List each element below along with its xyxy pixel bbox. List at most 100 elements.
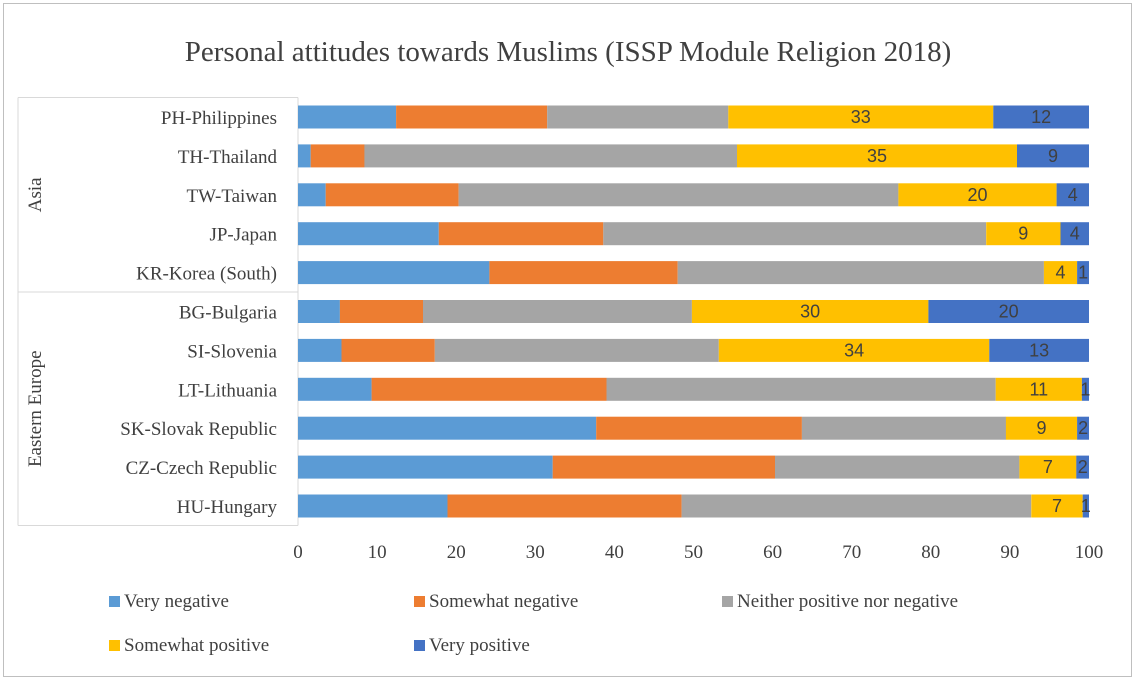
chart-frame: Personal attitudes towards Muslims (ISSP… [3,3,1132,677]
bar-neither-positive-nor-negative-ph-philippines [547,105,729,129]
bar-somewhat-positive-kr-korea-south [1043,261,1078,285]
data-label-somewhat-positive-th-thailand: 35 [867,146,887,166]
x-tick-label-0: 0 [293,542,303,563]
bar-somewhat-positive-sk-slovak-republic [1005,416,1078,440]
data-label-somewhat-positive-hu-hungary: 7 [1052,496,1062,516]
bar-somewhat-positive-lt-lithuania [995,377,1082,401]
bar-somewhat-negative-lt-lithuania [371,377,607,401]
bar-neither-positive-nor-negative-th-thailand [364,144,737,168]
legend-swatch-somewhat-positive [109,640,120,651]
chart-title: Personal attitudes towards Muslims (ISSP… [185,36,952,68]
bar-very-negative-cz-czech-republic [298,455,553,479]
data-label-very-positive-kr-korea-south: 1 [1078,263,1088,283]
bar-somewhat-positive-bg-bulgaria [691,300,929,323]
bar-neither-positive-nor-negative-lt-lithuania [606,377,996,401]
legend-swatch-very-negative [109,596,120,607]
bar-very-positive-ph-philippines [993,105,1089,129]
legend-label-very-negative: Very negative [124,591,229,612]
bar-very-negative-jp-japan [298,222,439,246]
bar-very-positive-th-thailand [1017,144,1089,168]
category-label-bg-bulgaria: BG-Bulgaria [179,303,278,324]
bar-very-negative-si-slovenia [298,338,342,362]
legend-label-somewhat-positive: Somewhat positive [124,635,269,656]
bar-very-positive-sk-slovak-republic [1077,416,1089,440]
bar-somewhat-positive-jp-japan [986,222,1061,246]
category-label-th-thailand: TH-Thailand [178,147,278,168]
bar-very-positive-si-slovenia [989,338,1089,362]
data-label-somewhat-positive-tw-taiwan: 20 [967,185,987,205]
data-label-very-positive-ph-philippines: 12 [1031,107,1051,127]
data-label-somewhat-positive-si-slovenia: 34 [844,340,864,360]
bar-neither-positive-nor-negative-jp-japan [603,222,987,246]
x-tick-label-90: 90 [1000,542,1019,563]
data-label-very-positive-lt-lithuania: 1 [1080,379,1090,399]
bar-very-negative-tw-taiwan [298,183,326,207]
x-tick-label-100: 100 [1075,542,1104,563]
category-label-sk-slovak-republic: SK-Slovak Republic [120,419,277,440]
legend-label-very-positive: Very positive [429,635,530,656]
bar-neither-positive-nor-negative-hu-hungary [681,494,1032,518]
bar-neither-positive-nor-negative-bg-bulgaria [423,300,692,323]
data-label-somewhat-positive-sk-slovak-republic: 9 [1036,418,1046,438]
bar-somewhat-positive-si-slovenia [718,338,990,362]
bar-somewhat-negative-kr-korea-south [489,261,678,285]
group-label-asia: Asia [25,177,46,212]
legend-swatch-neither-positive-nor-negative [722,596,733,607]
data-label-somewhat-positive-cz-czech-republic: 7 [1043,457,1053,477]
category-label-kr-korea-south: KR-Korea (South) [136,264,277,285]
data-label-somewhat-positive-ph-philippines: 33 [851,107,871,127]
x-tick-label-80: 80 [921,542,940,563]
bar-very-positive-jp-japan [1060,222,1089,246]
bar-somewhat-positive-ph-philippines [728,105,994,129]
data-label-very-positive-jp-japan: 4 [1070,224,1080,244]
bar-somewhat-negative-ph-philippines [396,105,548,129]
bar-very-negative-th-thailand [298,144,311,168]
data-label-very-positive-cz-czech-republic: 2 [1078,457,1088,477]
data-label-very-positive-bg-bulgaria: 20 [999,302,1019,322]
bar-somewhat-negative-tw-taiwan [325,183,459,207]
bar-very-negative-hu-hungary [298,494,448,518]
data-label-somewhat-positive-bg-bulgaria: 30 [800,302,820,322]
data-label-very-positive-hu-hungary: 1 [1081,496,1091,516]
legend-label-somewhat-negative: Somewhat negative [429,591,578,612]
category-label-hu-hungary: HU-Hungary [177,497,278,518]
bar-very-positive-lt-lithuania [1081,377,1089,401]
legend-label-neither-positive-nor-negative: Neither positive nor negative [737,591,958,612]
bar-somewhat-positive-tw-taiwan [898,183,1057,207]
bar-very-negative-kr-korea-south [298,261,490,285]
bar-neither-positive-nor-negative-cz-czech-republic [775,455,1020,479]
category-label-tw-taiwan: TW-Taiwan [187,186,278,207]
bar-very-negative-ph-philippines [298,105,397,129]
x-tick-label-40: 40 [605,542,624,563]
bar-very-negative-bg-bulgaria [298,300,340,323]
bar-neither-positive-nor-negative-si-slovenia [434,338,719,362]
data-label-somewhat-positive-kr-korea-south: 4 [1055,263,1065,283]
bar-somewhat-negative-sk-slovak-republic [596,416,802,440]
bar-somewhat-negative-bg-bulgaria [339,300,423,323]
bar-somewhat-negative-cz-czech-republic [552,455,775,479]
category-label-lt-lithuania: LT-Lithuania [178,380,277,401]
bar-somewhat-negative-jp-japan [438,222,604,246]
category-label-si-slovenia: SI-Slovenia [187,341,277,362]
x-tick-label-30: 30 [526,542,545,563]
legend-swatch-very-positive [414,640,425,651]
legend-swatch-somewhat-negative [414,596,425,607]
bar-somewhat-positive-cz-czech-republic [1019,455,1077,479]
x-tick-label-10: 10 [368,542,387,563]
bar-neither-positive-nor-negative-tw-taiwan [458,183,899,207]
bar-very-positive-bg-bulgaria [928,300,1089,323]
x-tick-label-60: 60 [763,542,782,563]
x-tick-label-50: 50 [684,542,703,563]
data-label-very-positive-tw-taiwan: 4 [1068,185,1078,205]
data-label-very-positive-si-slovenia: 13 [1029,340,1049,360]
data-label-very-positive-sk-slovak-republic: 2 [1078,418,1088,438]
bar-neither-positive-nor-negative-sk-slovak-republic [801,416,1006,440]
bar-neither-positive-nor-negative-kr-korea-south [677,261,1044,285]
bar-somewhat-positive-th-thailand [737,144,1017,168]
bar-very-negative-lt-lithuania [298,377,372,401]
bar-very-positive-hu-hungary [1082,494,1089,518]
bar-somewhat-positive-hu-hungary [1031,494,1083,518]
bar-somewhat-negative-hu-hungary [447,494,682,518]
stacked-bar-chart: Personal attitudes towards Muslims (ISSP… [17,36,1104,656]
category-label-jp-japan: JP-Japan [209,225,277,246]
